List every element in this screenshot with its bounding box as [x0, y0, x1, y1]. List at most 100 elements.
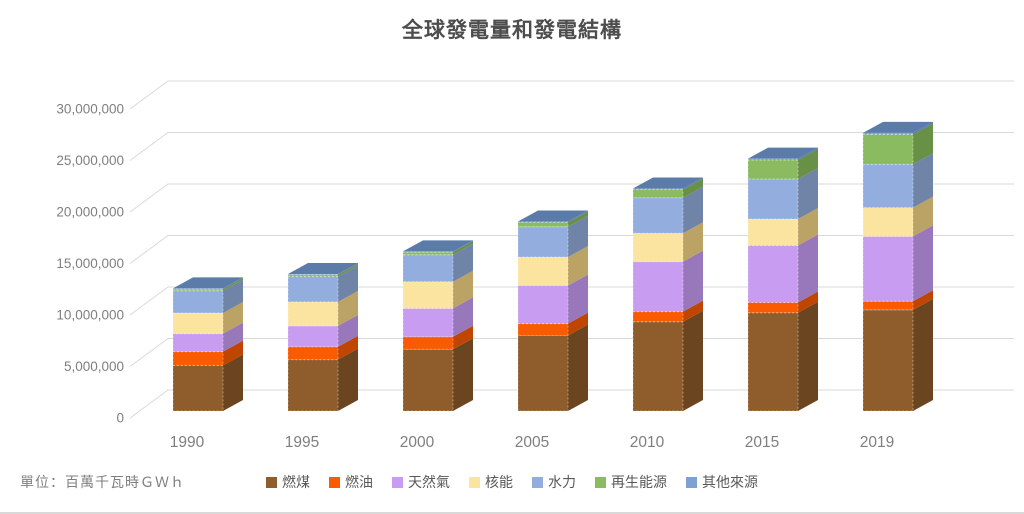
bar-segment-再生能源: [862, 133, 914, 165]
bar-segment-燃油: [172, 351, 224, 366]
y-axis-tick-label: 30,000,000: [56, 102, 124, 117]
bar-segment-燃油: [747, 302, 799, 314]
bar-top-face: [518, 210, 588, 222]
legend-item-核能: 核能: [469, 472, 513, 492]
bar-segment-side-再生能源: [338, 263, 358, 277]
bar-segment-side-核能: [913, 196, 933, 237]
bar-segment-side-燃油: [913, 290, 933, 310]
legend-label: 其他來源: [702, 474, 758, 490]
y-axis-tick-label: 5,000,000: [64, 359, 124, 374]
x-axis-tick-label: 1990: [170, 434, 205, 451]
legend-item-再生能源: 再生能源: [595, 472, 667, 492]
bar-segment-side-核能: [223, 301, 243, 334]
bar-top-face: [403, 240, 473, 252]
chart-footer: 單位：百萬千瓦時ＧＷｈ 燃煤 燃油 天然氣 核能 水力 再生能源 其他來源: [0, 468, 1024, 496]
y-axis-tick-label: 10,000,000: [56, 308, 124, 323]
legend-label: 再生能源: [611, 474, 667, 490]
bar-segment-天然氣: [172, 333, 224, 353]
bar-segment-side-燃油: [683, 300, 703, 322]
bar-segment-水力: [287, 276, 339, 303]
legend-swatch: [469, 476, 480, 488]
bar-segment-水力: [402, 254, 454, 283]
bar-segment-其他來源: [402, 250, 454, 253]
gridline: [129, 286, 1014, 316]
gridline: [129, 80, 1014, 110]
bar-segment-核能: [172, 312, 224, 335]
x-axis-tick-label: 1995: [285, 434, 319, 451]
bar-segment-天然氣: [287, 325, 339, 348]
bar-segment-side-其他來源: [223, 277, 243, 290]
bar-segment-side-燃煤: [913, 298, 933, 411]
legend-swatch: [392, 476, 403, 488]
bar-segment-side-燃煤: [798, 301, 818, 411]
bar-segment-燃油: [402, 336, 454, 350]
bar-segment-燃煤: [747, 312, 799, 412]
bar-segment-燃油: [287, 346, 339, 361]
bar-segment-side-天然氣: [223, 322, 243, 352]
bar-segment-燃煤: [172, 364, 224, 412]
bar-segment-side-天然氣: [453, 297, 473, 337]
bar-segment-核能: [862, 207, 914, 237]
bar-segment-天然氣: [862, 235, 914, 302]
legend: 燃煤 燃油 天然氣 核能 水力 再生能源 其他來源: [266, 472, 758, 492]
bar-top-face: [748, 147, 818, 159]
x-axis-tick-label: 2015: [745, 434, 779, 451]
bar-segment-side-核能: [683, 222, 703, 262]
bar-segment-side-燃油: [223, 340, 243, 366]
y-axis-tick-label: 25,000,000: [56, 153, 124, 168]
bar-segment-side-燃油: [338, 335, 358, 360]
bar-segment-其他來源: [862, 132, 914, 135]
bar-segment-side-其他來源: [913, 121, 933, 135]
bar-segment-天然氣: [632, 261, 684, 313]
bar-segment-水力: [862, 163, 914, 209]
bar-segment-水力: [632, 197, 684, 234]
bar-segment-燃油: [632, 311, 684, 323]
legend-item-燃油: 燃油: [329, 472, 373, 492]
bar-segment-再生能源: [517, 221, 569, 228]
bar-segment-天然氣: [402, 307, 454, 338]
legend-item-水力: 水力: [532, 472, 576, 492]
bar-segment-再生能源: [632, 189, 684, 199]
unit-label: 單位：百萬千瓦時ＧＷｈ: [20, 474, 185, 490]
bar-segment-其他來源: [747, 158, 799, 161]
bar-top-face: [863, 121, 933, 133]
legend-label: 天然氣: [408, 474, 450, 490]
bar-segment-核能: [747, 218, 799, 246]
bar-segment-side-核能: [338, 290, 358, 326]
bar-segment-燃煤: [517, 335, 569, 412]
gridline: [129, 132, 1014, 161]
bar-segment-燃煤: [862, 309, 914, 412]
gridline: [129, 389, 1014, 419]
legend-item-天然氣: 天然氣: [392, 472, 450, 492]
bar-segment-燃油: [517, 323, 569, 337]
bar-top-face: [173, 277, 243, 289]
gridline: [129, 235, 1014, 264]
bar-segment-side-燃油: [453, 325, 473, 350]
bar-top-face: [633, 177, 703, 189]
bar-segment-side-其他來源: [338, 263, 358, 275]
stacked-bar-chart: 0 5,000,000 10,000,000 15,000,000 20,000,000…: [56, 80, 1014, 451]
bar-segment-side-其他來源: [798, 147, 818, 160]
bar-segment-水力: [747, 178, 799, 220]
legend-swatch: [329, 476, 340, 488]
bar-segment-side-水力: [798, 167, 818, 220]
legend-swatch: [595, 476, 606, 488]
bar-segment-side-天然氣: [913, 225, 933, 302]
bar-segment-核能: [402, 281, 454, 309]
bar-segment-side-核能: [453, 270, 473, 309]
bar-segment-side-再生能源: [568, 211, 588, 227]
bar-segment-side-燃煤: [453, 338, 473, 411]
bar-segment-side-再生能源: [798, 148, 818, 179]
x-axis-tick-label: 2019: [860, 434, 894, 451]
legend-swatch: [266, 476, 277, 488]
bar-segment-水力: [517, 226, 569, 258]
bar-segment-side-天然氣: [798, 234, 818, 303]
bar-segment-side-核能: [798, 208, 818, 246]
y-axis-tick-label: 20,000,000: [56, 205, 124, 220]
legend-swatch: [532, 476, 543, 488]
bar-segment-核能: [517, 256, 569, 287]
bar-segment-side-燃煤: [338, 348, 358, 411]
bar-segment-side-天然氣: [568, 274, 588, 324]
bar-segment-side-核能: [568, 246, 588, 286]
bar-segment-燃煤: [287, 359, 339, 412]
